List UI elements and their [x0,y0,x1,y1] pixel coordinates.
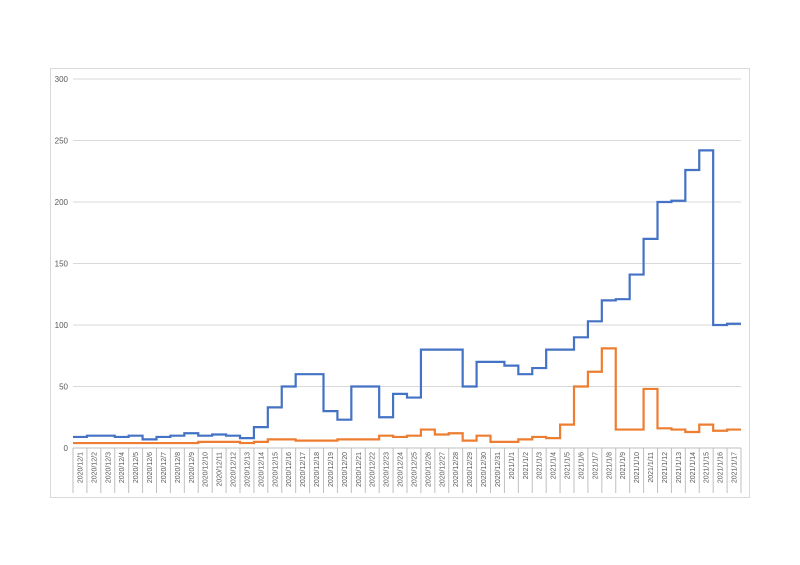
chart-frame: 0 50 100 150 200 250 300 2020/12/1 2020/12/2 202… [50,68,750,498]
y-tick-label: 300 [55,75,69,84]
x-tick-label: 2020/12/26 [425,452,432,487]
x-tick-label: 2020/12/29 [467,452,474,487]
x-tick-label: 2020/12/3 [105,452,112,483]
x-tick-label: 2020/12/25 [411,452,418,487]
x-tick-label: 2020/12/18 [314,452,321,487]
y-tick-label: 50 [59,383,68,392]
x-tick-label: 2021/1/16 [718,452,725,483]
y-tick-label: 200 [55,198,69,207]
x-tick-label: 2020/12/7 [161,452,168,483]
x-tick-label: 2020/12/31 [495,452,502,487]
x-tick-label: 2020/12/11 [217,452,224,487]
x-tick-label: 2021/1/11 [648,452,655,483]
x-tick-label: 2020/12/6 [147,452,154,483]
x-tick-label: 2020/12/30 [481,452,488,487]
x-tick-label: 2020/12/27 [439,452,446,487]
y-tick-label: 250 [55,137,69,146]
x-tick-label: 2020/12/28 [453,452,460,487]
x-tick-label: 2021/1/2 [523,452,530,479]
y-tick-label: 100 [55,321,69,330]
x-tick-label: 2021/1/10 [634,452,641,483]
gridlines [73,78,741,449]
y-tick-label: 0 [64,444,69,453]
x-tick-label: 2020/12/23 [384,452,391,487]
x-tick-label: 2021/1/7 [592,452,599,479]
x-tick-label: 2021/1/6 [578,452,585,479]
x-tick-label: 2020/12/10 [203,452,210,487]
x-tick-label: 2020/12/2 [91,452,98,483]
x-tick-label: 2021/1/12 [662,452,669,483]
x-tick-label: 2020/12/24 [398,452,405,487]
x-tick-label: 2020/12/16 [286,452,293,487]
x-tick-label: 2021/1/4 [551,452,558,479]
x-axis-ticks: 2020/12/1 2020/12/2 2020/12/3 2020/12/4 2020… [72,448,742,493]
x-tick-label: 2021/1/5 [565,452,572,479]
x-tick-label: 2020/12/14 [258,452,265,487]
x-tick-label: 2020/12/12 [231,452,238,487]
y-tick-label: 150 [55,260,69,269]
x-tick-label: 2020/12/1 [77,452,84,483]
x-tick-label: 2021/1/15 [704,452,711,483]
x-tick-label: 2020/12/19 [328,452,335,487]
x-tick-label: 2021/1/1 [509,452,516,479]
x-tick-label: 2021/1/8 [606,452,613,479]
x-tick-label: 2020/12/22 [370,452,377,487]
x-tick-label: 2020/12/15 [272,452,279,487]
x-tick-label: 2021/1/3 [537,452,544,479]
series-line-2 [73,347,741,445]
x-tick-label: 2020/12/13 [244,452,251,487]
x-tick-label: 2020/12/8 [175,452,182,483]
series-lines [73,149,741,445]
x-tick-label: 2020/12/9 [189,452,196,483]
x-tick-label: 2021/1/13 [676,452,683,483]
x-tick-label: 2020/12/5 [133,452,140,483]
x-tick-label: 2021/1/14 [690,452,697,483]
x-tick-label: 2020/12/21 [356,452,363,487]
x-tick-label: 2020/12/4 [119,452,126,483]
x-tick-label: 2020/12/17 [300,452,307,487]
series-line-1 [73,149,741,441]
y-axis-ticks: 0 50 100 150 200 250 300 [55,75,69,453]
x-tick-label: 2020/12/20 [342,452,349,487]
x-tick-label: 2021/1/17 [732,452,739,483]
x-tick-label: 2021/1/9 [620,452,627,479]
